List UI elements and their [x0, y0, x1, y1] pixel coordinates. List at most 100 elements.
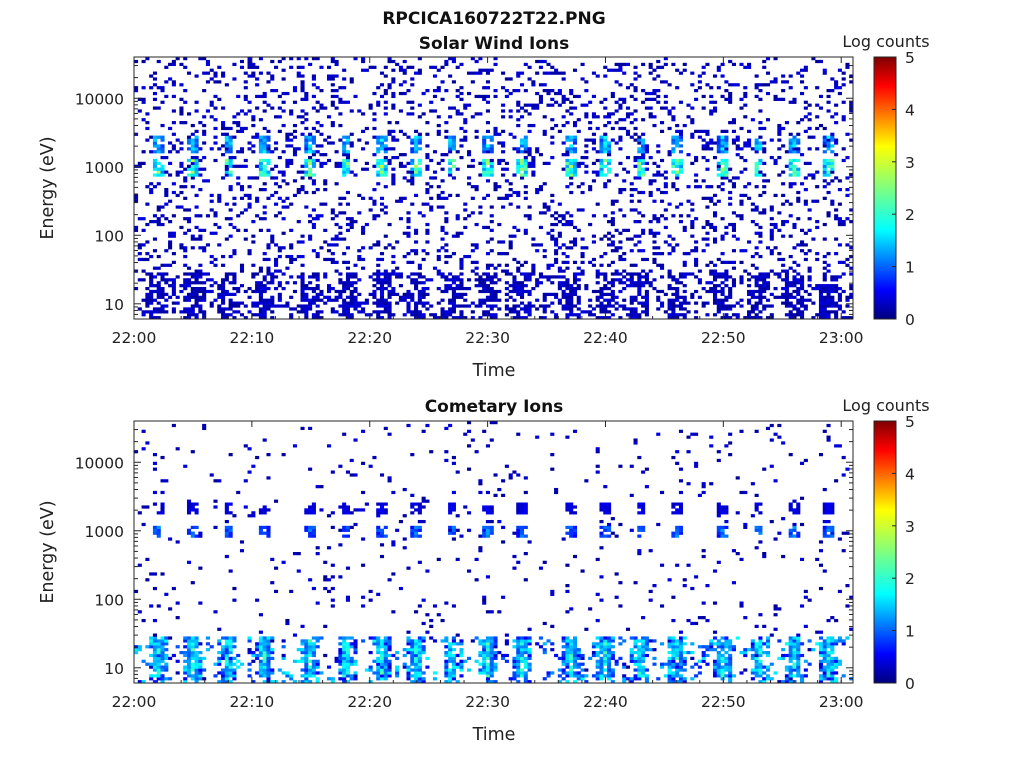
heatmap-cell — [349, 677, 354, 681]
heatmap-cell — [765, 118, 771, 122]
heatmap-cell — [815, 147, 820, 151]
heatmap-cell — [501, 196, 506, 200]
heatmap-cell — [402, 313, 407, 317]
heatmap-cell — [379, 83, 385, 87]
heatmap-cell — [701, 286, 706, 291]
heatmap-cell — [213, 499, 218, 503]
heatmap-cell — [716, 310, 721, 314]
heatmap-cell — [376, 310, 381, 314]
heatmap-cell — [591, 141, 596, 145]
heatmap-cell — [845, 188, 850, 192]
heatmap-cell — [607, 231, 612, 235]
heatmap-cell — [807, 298, 812, 302]
heatmap-cell — [149, 298, 154, 302]
heatmap-cell — [414, 71, 419, 75]
heatmap-cell — [493, 289, 498, 294]
heatmap-cell — [266, 659, 271, 663]
heatmap-cell — [168, 173, 173, 177]
heatmap-cell — [459, 112, 464, 116]
heatmap-cell — [345, 246, 350, 250]
heatmap-cell — [826, 158, 831, 163]
heatmap-cell — [618, 62, 623, 67]
heatmap-cell — [796, 132, 801, 136]
heatmap-cell — [633, 109, 638, 113]
heatmap-cell — [731, 138, 736, 142]
heatmap-cell — [342, 659, 347, 663]
heatmap-cell — [849, 173, 854, 177]
heatmap-cell — [826, 304, 831, 308]
heatmap-cell — [637, 211, 642, 215]
heatmap-cell — [376, 138, 381, 142]
heatmap-cell — [247, 650, 252, 655]
heatmap-cell — [773, 193, 778, 198]
heatmap-cell — [236, 164, 241, 168]
heatmap-cell — [300, 109, 305, 113]
heatmap-cell — [149, 284, 154, 288]
heatmap-cell — [228, 144, 233, 148]
heatmap-cell — [281, 272, 286, 276]
heatmap-cell — [270, 74, 275, 78]
heatmap-cell — [186, 499, 192, 503]
heatmap-cell — [637, 147, 642, 151]
heatmap-cell — [519, 176, 525, 180]
heatmap-cell — [251, 275, 256, 279]
heatmap-cell — [603, 164, 608, 168]
heatmap-cell — [470, 164, 475, 168]
heatmap-cell — [364, 161, 369, 166]
heatmap-cell — [455, 278, 460, 282]
heatmap-cell — [258, 662, 263, 666]
heatmap-cell — [395, 266, 400, 270]
heatmap-cell — [720, 304, 725, 308]
heatmap-cell — [398, 129, 403, 133]
heatmap-cell — [168, 246, 173, 250]
heatmap-cell — [762, 307, 767, 311]
heatmap-cell — [194, 74, 199, 78]
heatmap-cell — [228, 135, 233, 139]
heatmap-cell — [739, 217, 744, 221]
heatmap-cell — [183, 650, 188, 655]
heatmap-cell — [228, 511, 233, 515]
heatmap-cell — [323, 575, 328, 579]
heatmap-cell — [228, 525, 233, 530]
heatmap-cell — [569, 176, 574, 180]
heatmap-cell — [622, 188, 627, 192]
heatmap-cell — [164, 656, 169, 661]
heatmap-cell — [315, 188, 320, 192]
heatmap-cell — [342, 650, 347, 655]
heatmap-cell — [841, 220, 846, 224]
heatmap-cell — [595, 289, 600, 294]
heatmap-cell — [762, 272, 767, 276]
heatmap-cell — [285, 671, 290, 675]
heatmap-cell — [338, 237, 343, 241]
heatmap-cell — [671, 214, 676, 218]
heatmap-cell — [383, 91, 388, 96]
heatmap-cell — [512, 281, 517, 285]
heatmap-cell — [485, 286, 491, 291]
heatmap-cell — [353, 645, 358, 649]
heatmap-cell — [455, 112, 460, 116]
heatmap-cell — [451, 316, 456, 320]
heatmap-cell — [535, 59, 540, 64]
heatmap-cell — [747, 62, 752, 67]
heatmap-cell — [281, 680, 286, 684]
heatmap-cell — [304, 94, 309, 99]
heatmap-cell — [671, 298, 676, 302]
heatmap-cell — [660, 199, 665, 203]
heatmap-cell — [485, 240, 491, 244]
heatmap-cell — [660, 263, 665, 267]
heatmap-cell — [156, 254, 161, 259]
heatmap-cell — [281, 179, 286, 183]
heatmap-cell — [247, 249, 252, 253]
heatmap-cell — [258, 525, 263, 530]
heatmap-cell — [648, 71, 653, 75]
heatmap-cell — [803, 252, 808, 256]
heatmap-cell — [308, 301, 313, 305]
heatmap-cell — [311, 534, 316, 538]
heatmap-cell — [194, 662, 199, 666]
heatmap-cell — [379, 301, 385, 305]
heatmap-cell — [796, 199, 801, 203]
heatmap-cell — [822, 275, 827, 279]
heatmap-cell — [739, 199, 744, 203]
heatmap-cell — [527, 103, 532, 107]
heatmap-cell — [387, 313, 392, 317]
